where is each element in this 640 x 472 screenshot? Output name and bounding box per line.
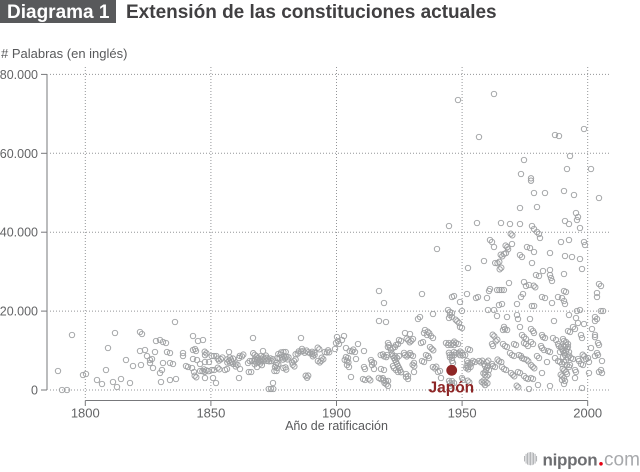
- svg-text:# Palabras (en inglés): # Palabras (en inglés): [1, 46, 127, 61]
- svg-text:1900: 1900: [322, 406, 351, 421]
- svg-text:Japón: Japón: [429, 380, 475, 397]
- svg-text:60.000: 60.000: [0, 147, 38, 161]
- svg-text:Año de ratificación: Año de ratificación: [285, 419, 388, 433]
- svg-text:Diagrama 1: Diagrama 1: [7, 2, 110, 23]
- svg-text:Extensión de las constitucione: Extensión de las constituciones actuales: [126, 2, 497, 23]
- svg-text:40.000: 40.000: [0, 226, 38, 240]
- svg-text:com: com: [604, 450, 640, 471]
- svg-text:20.000: 20.000: [0, 305, 38, 319]
- svg-text:1950: 1950: [448, 406, 477, 421]
- svg-text:2000: 2000: [573, 406, 602, 421]
- svg-text:1850: 1850: [196, 406, 225, 421]
- svg-text:0: 0: [31, 384, 38, 398]
- svg-text:80.000: 80.000: [0, 68, 38, 82]
- svg-text:1800: 1800: [71, 406, 100, 421]
- svg-text:nippon: nippon: [543, 451, 598, 470]
